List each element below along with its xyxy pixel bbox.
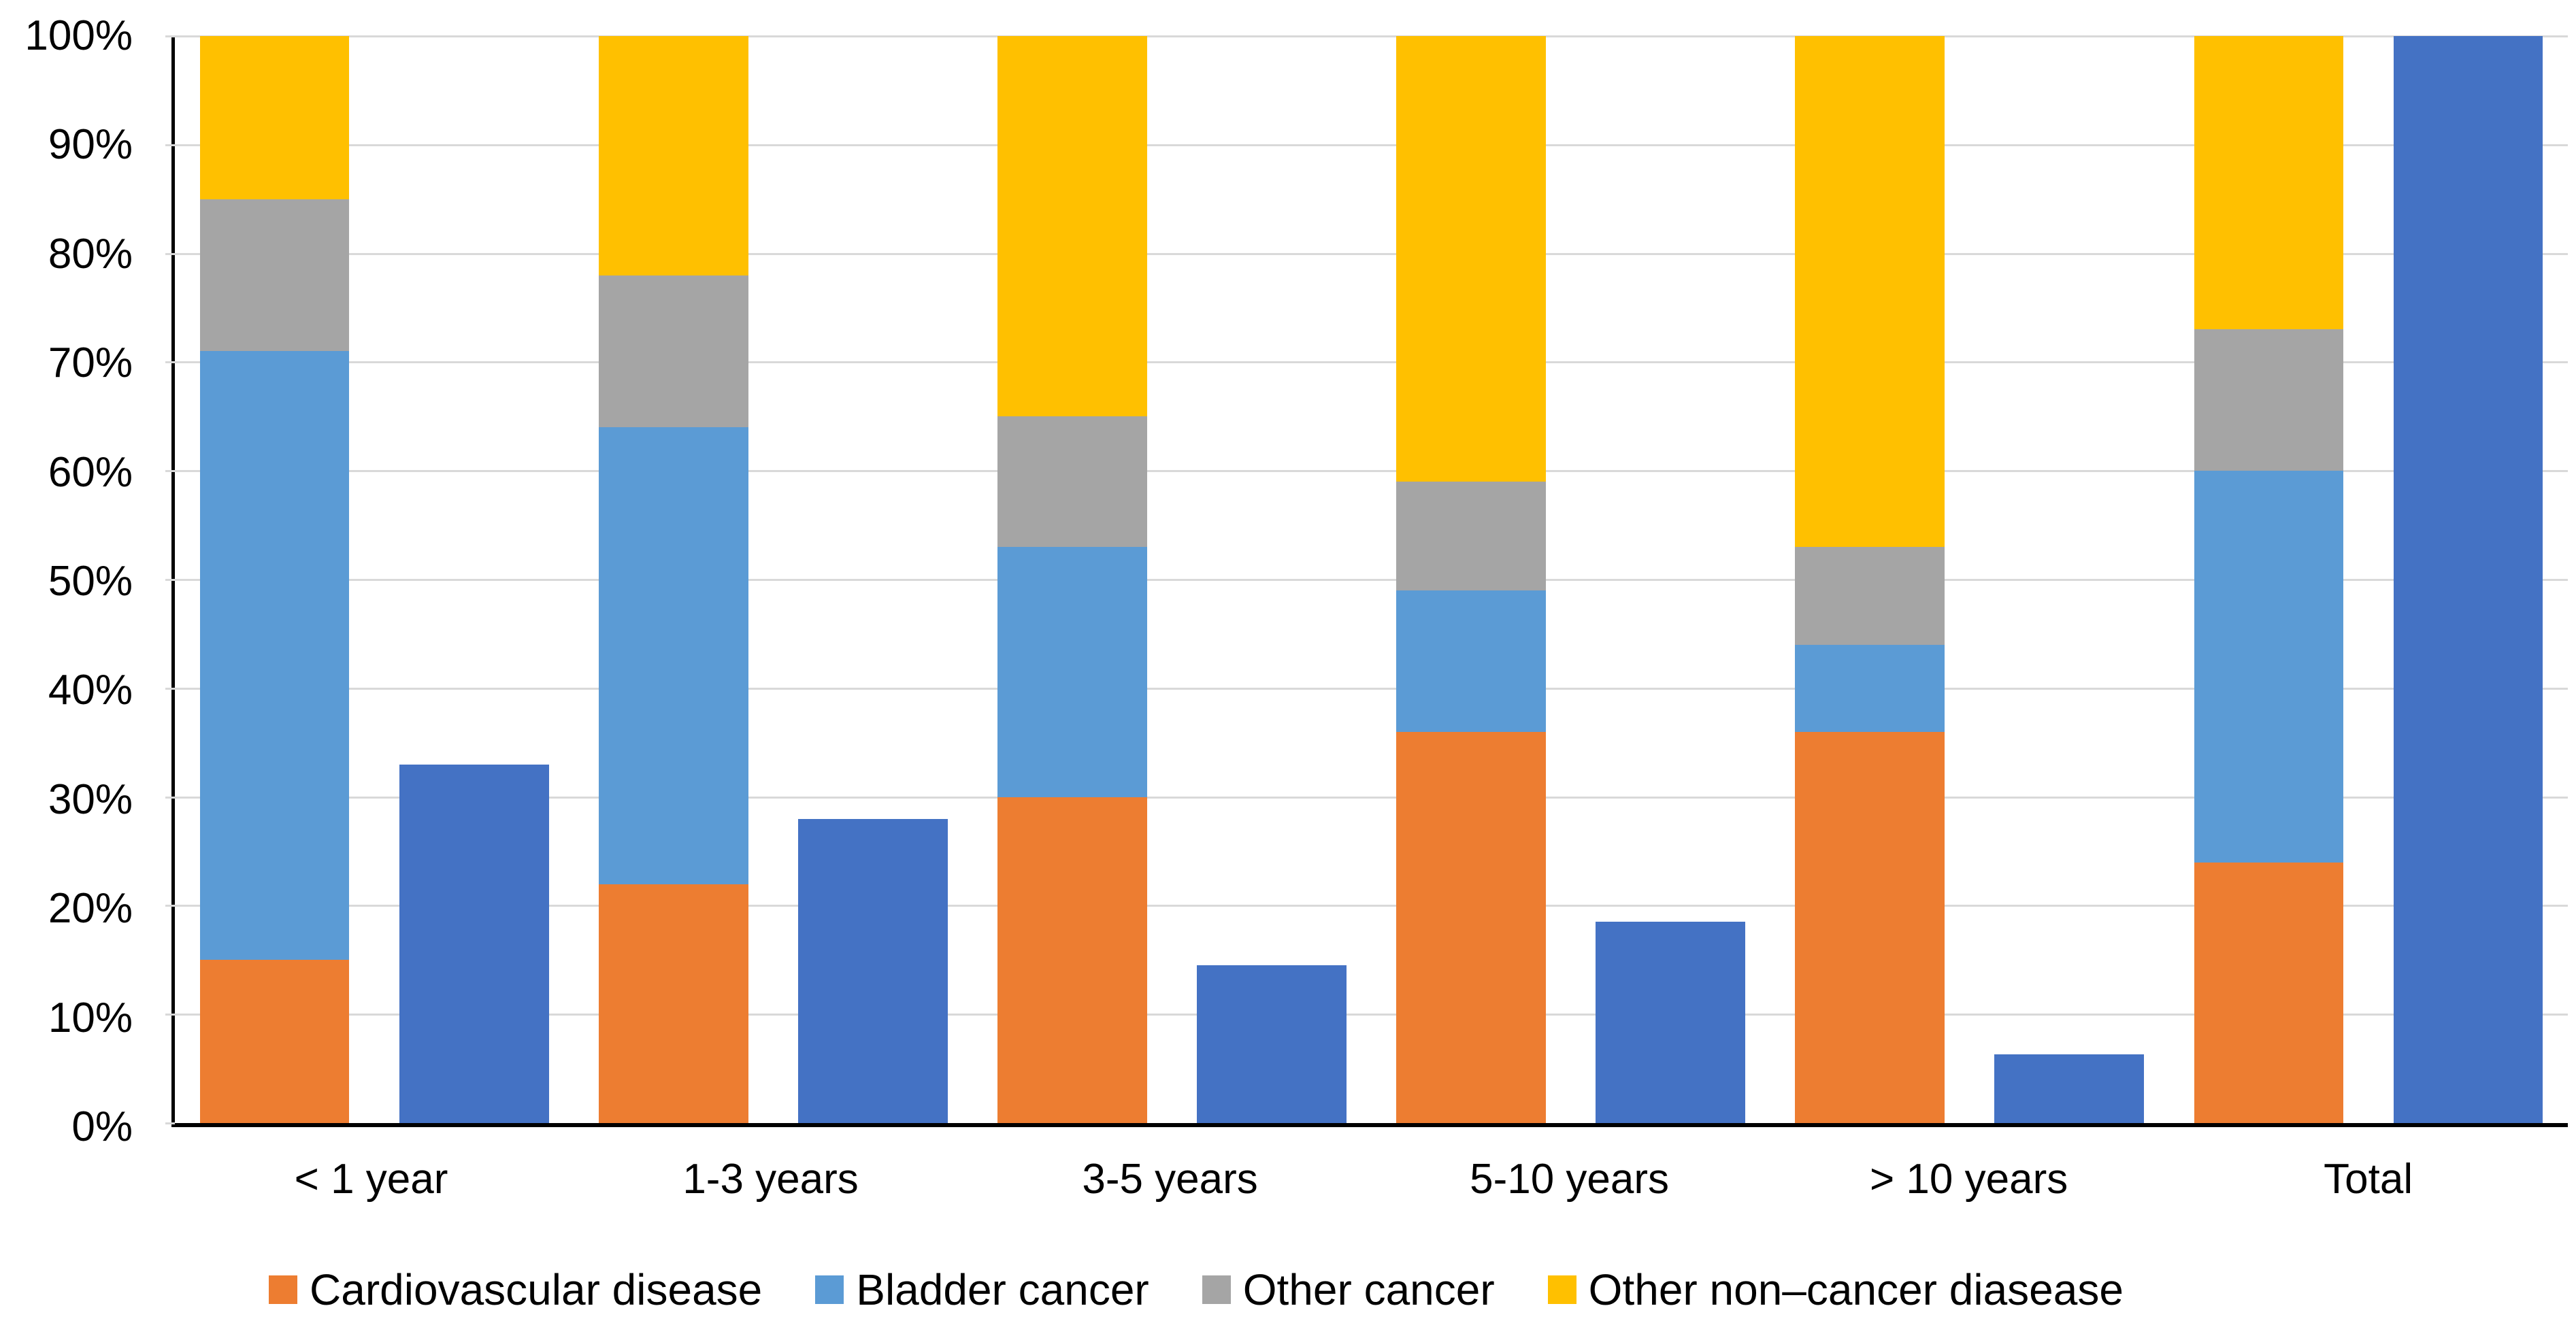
stacked-bar-segment-cardiovascular-disease xyxy=(598,884,748,1124)
y-axis-tick-mark xyxy=(165,35,176,37)
stacked-bar-3 xyxy=(997,36,1147,1124)
stacked-bar-6 xyxy=(2194,36,2344,1124)
stacked-bar-5 xyxy=(1795,36,1945,1124)
gridline xyxy=(175,252,2569,255)
gridline xyxy=(175,361,2569,364)
stacked-bar-1 xyxy=(199,36,350,1124)
legend-label: Bladder cancer xyxy=(856,1265,1149,1314)
stacked-bar-segment-cardiovascular-disease xyxy=(1795,731,1945,1124)
y-axis-tick-label: 100% xyxy=(24,12,133,59)
gridline xyxy=(175,144,2569,146)
stacked-bar-segment-cardiovascular-disease xyxy=(997,797,1147,1124)
y-axis-tick-mark xyxy=(165,687,176,690)
legend-item-other-cancer: Other cancer xyxy=(1202,1264,1495,1316)
stacked-bar-segment-cardiovascular-disease xyxy=(199,960,350,1124)
stacked-bar-segment-other-non-cancer-diasease xyxy=(2194,36,2344,330)
stacked-bar-segment-cardiovascular-disease xyxy=(1396,731,1547,1124)
stacked-bar-segment-other-non-cancer-diasease xyxy=(199,36,350,199)
single-bar-4 xyxy=(1596,922,1746,1124)
stacked-bar-segment-other-non-cancer-diasease xyxy=(1396,36,1547,482)
gridline xyxy=(175,579,2569,582)
stacked-bar-segment-other-cancer xyxy=(997,416,1147,548)
x-axis-category-label: < 1 year xyxy=(294,1156,448,1203)
single-bar-5 xyxy=(1994,1054,2145,1124)
x-axis-category-label: 3-5 years xyxy=(1082,1156,1258,1203)
legend-swatch xyxy=(815,1275,844,1304)
stacked-bar-segment-other-cancer xyxy=(598,275,748,428)
y-axis-tick-mark xyxy=(165,252,176,255)
stacked-bar-segment-bladder-cancer xyxy=(2194,471,2344,863)
y-axis-tick-label: 60% xyxy=(48,448,133,496)
single-bar-2 xyxy=(797,818,948,1124)
stacked-bar-segment-bladder-cancer xyxy=(598,427,748,884)
gridline xyxy=(175,470,2569,473)
stacked-bar-segment-bladder-cancer xyxy=(1396,590,1547,732)
y-axis-tick-labels: 100% 90% 80% 70% 60% 50% 40% 30% 20% 10% 0% xyxy=(0,12,133,1150)
y-axis-tick-mark xyxy=(165,470,176,473)
stacked-bar-segment-other-non-cancer-diasease xyxy=(1795,36,1945,548)
stacked-bar-2 xyxy=(598,36,748,1124)
y-axis-tick-label: 80% xyxy=(48,230,133,278)
single-bar-3 xyxy=(1197,965,1347,1124)
stacked-bar-segment-other-cancer xyxy=(199,199,350,352)
stacked-bar-segment-other-cancer xyxy=(1795,547,1945,645)
stacked-bar-segment-other-non-cancer-diasease xyxy=(997,36,1147,417)
y-axis-tick-mark xyxy=(165,1014,176,1016)
y-axis-tick-label: 30% xyxy=(48,775,133,823)
chart-legend: Cardiovascular disease Bladder cancer Othe… xyxy=(0,1264,2576,1316)
y-axis-tick-label: 50% xyxy=(48,558,133,605)
gridline xyxy=(175,796,2569,799)
legend-item-cardiovascular-disease: Cardiovascular disease xyxy=(269,1264,762,1316)
x-axis-category-label: > 10 years xyxy=(1869,1156,2068,1203)
y-axis-tick-label: 70% xyxy=(48,339,133,387)
single-bar-6 xyxy=(2393,35,2543,1124)
legend-label: Other non–cancer diasease xyxy=(1588,1265,2124,1314)
y-axis-tick-mark xyxy=(165,905,176,907)
x-axis-category-label: 1-3 years xyxy=(682,1156,859,1203)
stacked-bar-4 xyxy=(1396,36,1547,1124)
x-axis-category-labels: < 1 year 1-3 years 3-5 years 5-10 years > 10… xyxy=(171,1154,2568,1209)
x-axis-category-label: Total xyxy=(2324,1156,2413,1203)
y-axis-tick-mark xyxy=(165,579,176,582)
gridline xyxy=(175,35,2569,37)
single-bar-1 xyxy=(399,764,549,1124)
x-axis-category-label: 5-10 years xyxy=(1470,1156,1670,1203)
legend-swatch xyxy=(269,1275,298,1304)
y-axis-tick-mark xyxy=(165,144,176,146)
y-axis-tick-label: 10% xyxy=(48,994,133,1041)
y-axis-tick-mark xyxy=(165,361,176,364)
stacked-bar-segment-bladder-cancer xyxy=(997,547,1147,797)
plot-area xyxy=(165,35,2569,1128)
stacked-bar-segment-cardiovascular-disease xyxy=(2194,862,2344,1124)
y-axis-tick-label: 90% xyxy=(48,121,133,169)
legend-label: Cardiovascular disease xyxy=(310,1265,763,1314)
legend-swatch xyxy=(1547,1275,1576,1304)
legend-item-other-non-cancer-diasease: Other non–cancer diasease xyxy=(1547,1264,2124,1316)
y-axis-tick-mark xyxy=(165,796,176,799)
stacked-bar-segment-bladder-cancer xyxy=(1795,644,1945,732)
legend-label: Other cancer xyxy=(1242,1265,1495,1314)
gridline xyxy=(175,905,2569,907)
legend-item-bladder-cancer: Bladder cancer xyxy=(815,1264,1149,1316)
stacked-bar-segment-bladder-cancer xyxy=(199,351,350,960)
stacked-bar-segment-other-cancer xyxy=(2194,329,2344,471)
y-axis-tick-label: 40% xyxy=(48,667,133,714)
legend-swatch xyxy=(1202,1275,1231,1304)
stacked-bar-segment-other-cancer xyxy=(1396,482,1547,591)
stacked-bar-segment-other-non-cancer-diasease xyxy=(598,36,748,275)
y-axis-tick-mark xyxy=(165,1122,176,1125)
y-axis-tick-label: 20% xyxy=(48,885,133,933)
gridline xyxy=(175,1014,2569,1016)
y-axis-tick-label: 0% xyxy=(71,1103,133,1151)
gridline xyxy=(175,687,2569,690)
